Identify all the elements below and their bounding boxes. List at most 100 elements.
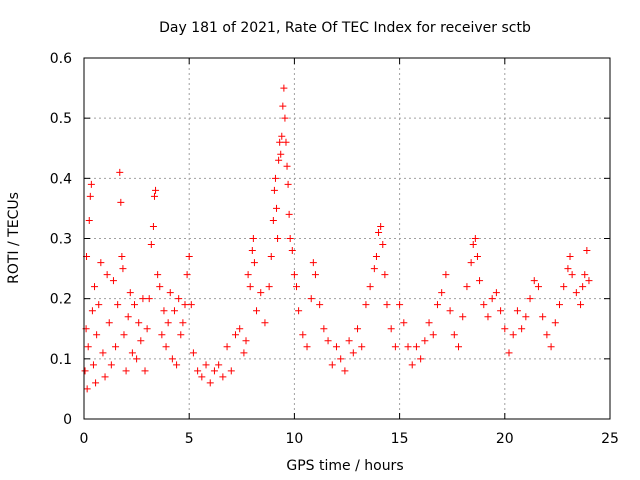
data-point xyxy=(177,331,185,339)
data-point xyxy=(279,102,287,110)
data-point xyxy=(85,216,93,224)
data-point xyxy=(438,289,446,297)
data-point xyxy=(244,271,252,279)
data-point xyxy=(156,283,164,291)
data-point xyxy=(473,253,481,261)
data-point xyxy=(154,271,162,279)
data-point xyxy=(337,355,345,363)
data-point xyxy=(261,319,269,327)
data-point xyxy=(518,325,526,333)
data-point xyxy=(349,349,357,357)
data-point xyxy=(311,271,319,279)
data-point xyxy=(566,253,574,261)
data-point xyxy=(206,379,214,387)
data-point xyxy=(309,259,317,267)
data-point xyxy=(240,349,248,357)
data-point xyxy=(560,283,568,291)
data-point xyxy=(130,301,138,309)
data-point xyxy=(476,277,484,285)
data-point xyxy=(293,283,301,291)
x-tick-label: 0 xyxy=(80,431,89,447)
data-point xyxy=(87,180,95,188)
data-point xyxy=(112,343,120,351)
data-point xyxy=(95,301,103,309)
data-point xyxy=(277,150,285,158)
data-point xyxy=(118,253,126,261)
y-tick-label: 0.1 xyxy=(50,352,72,368)
data-point xyxy=(283,162,291,170)
data-point xyxy=(170,307,178,315)
data-point xyxy=(396,301,404,309)
data-point xyxy=(257,289,265,297)
data-point xyxy=(273,204,281,212)
data-point xyxy=(316,301,324,309)
data-point xyxy=(116,168,124,176)
data-point xyxy=(231,331,239,339)
data-point xyxy=(543,331,551,339)
data-point xyxy=(381,271,389,279)
data-point xyxy=(383,301,391,309)
data-point xyxy=(269,216,277,224)
data-point xyxy=(577,301,585,309)
data-point xyxy=(227,367,235,375)
data-point xyxy=(276,138,284,146)
y-tick-label: 0.4 xyxy=(50,171,72,187)
data-point xyxy=(168,355,176,363)
data-point xyxy=(210,367,218,375)
x-tick-label: 10 xyxy=(285,431,303,447)
data-point xyxy=(455,343,463,351)
data-point xyxy=(526,295,534,303)
data-point xyxy=(202,361,210,369)
data-point xyxy=(286,235,294,242)
data-point xyxy=(183,271,191,279)
data-point xyxy=(459,313,467,321)
data-point xyxy=(179,319,187,327)
data-point xyxy=(425,319,433,327)
data-point xyxy=(267,253,275,261)
data-point xyxy=(246,283,254,291)
data-point xyxy=(120,331,128,339)
data-point xyxy=(345,337,353,345)
data-point xyxy=(133,355,141,363)
data-point xyxy=(83,385,91,393)
data-point xyxy=(248,247,256,255)
data-point xyxy=(534,283,542,291)
data-point xyxy=(556,301,564,309)
data-point xyxy=(282,138,290,146)
data-point xyxy=(408,361,416,369)
data-point xyxy=(145,295,153,303)
data-point xyxy=(377,222,385,230)
data-point xyxy=(137,337,145,345)
data-point xyxy=(366,283,374,291)
x-axis-label: GPS time / hours xyxy=(286,458,403,474)
data-point xyxy=(103,271,111,279)
data-point xyxy=(105,319,113,327)
data-point xyxy=(391,343,399,351)
data-point xyxy=(412,343,420,351)
data-point xyxy=(280,84,288,92)
y-axis-ticks: 0 0.1 0.2 0.3 0.4 0.5 0.6 xyxy=(50,51,610,428)
data-point xyxy=(324,337,332,345)
x-tick-label: 20 xyxy=(496,431,514,447)
data-point xyxy=(166,289,174,297)
data-point xyxy=(219,373,227,381)
data-point xyxy=(285,210,293,218)
data-point xyxy=(488,295,496,303)
data-point xyxy=(400,319,408,327)
data-point xyxy=(124,313,132,321)
data-point xyxy=(288,247,296,255)
data-point xyxy=(404,343,412,351)
data-point xyxy=(332,343,340,351)
data-point xyxy=(236,325,244,333)
y-tick-label: 0.6 xyxy=(50,51,72,67)
grid-lines xyxy=(84,58,610,419)
data-point xyxy=(253,307,261,315)
data-point xyxy=(370,265,378,273)
data-point xyxy=(152,186,160,194)
y-tick-label: 0.3 xyxy=(50,232,72,248)
data-point xyxy=(97,259,105,267)
data-point xyxy=(551,319,559,327)
data-point xyxy=(101,373,109,381)
data-point xyxy=(147,241,155,249)
